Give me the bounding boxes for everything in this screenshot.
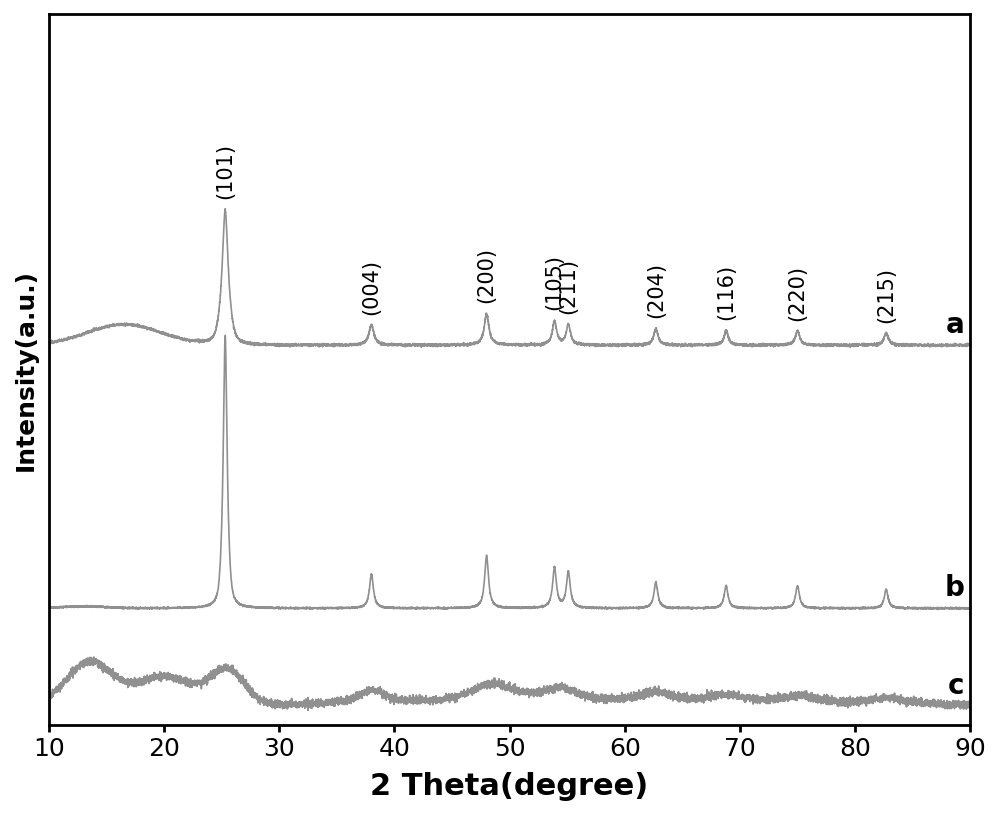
X-axis label: 2 Theta(degree): 2 Theta(degree): [370, 772, 649, 801]
Text: (215): (215): [876, 267, 896, 323]
Text: (101): (101): [215, 143, 235, 199]
Text: (004): (004): [361, 258, 381, 315]
Text: (116): (116): [716, 264, 736, 320]
Text: (200): (200): [477, 247, 497, 303]
Text: (105): (105): [545, 254, 565, 311]
Text: a: a: [946, 311, 964, 339]
Text: (220): (220): [788, 265, 808, 320]
Text: (204): (204): [646, 262, 666, 318]
Text: (211): (211): [558, 258, 578, 314]
Text: c: c: [948, 672, 964, 700]
Y-axis label: Intensity(a.u.): Intensity(a.u.): [14, 268, 38, 470]
Text: b: b: [945, 575, 964, 602]
